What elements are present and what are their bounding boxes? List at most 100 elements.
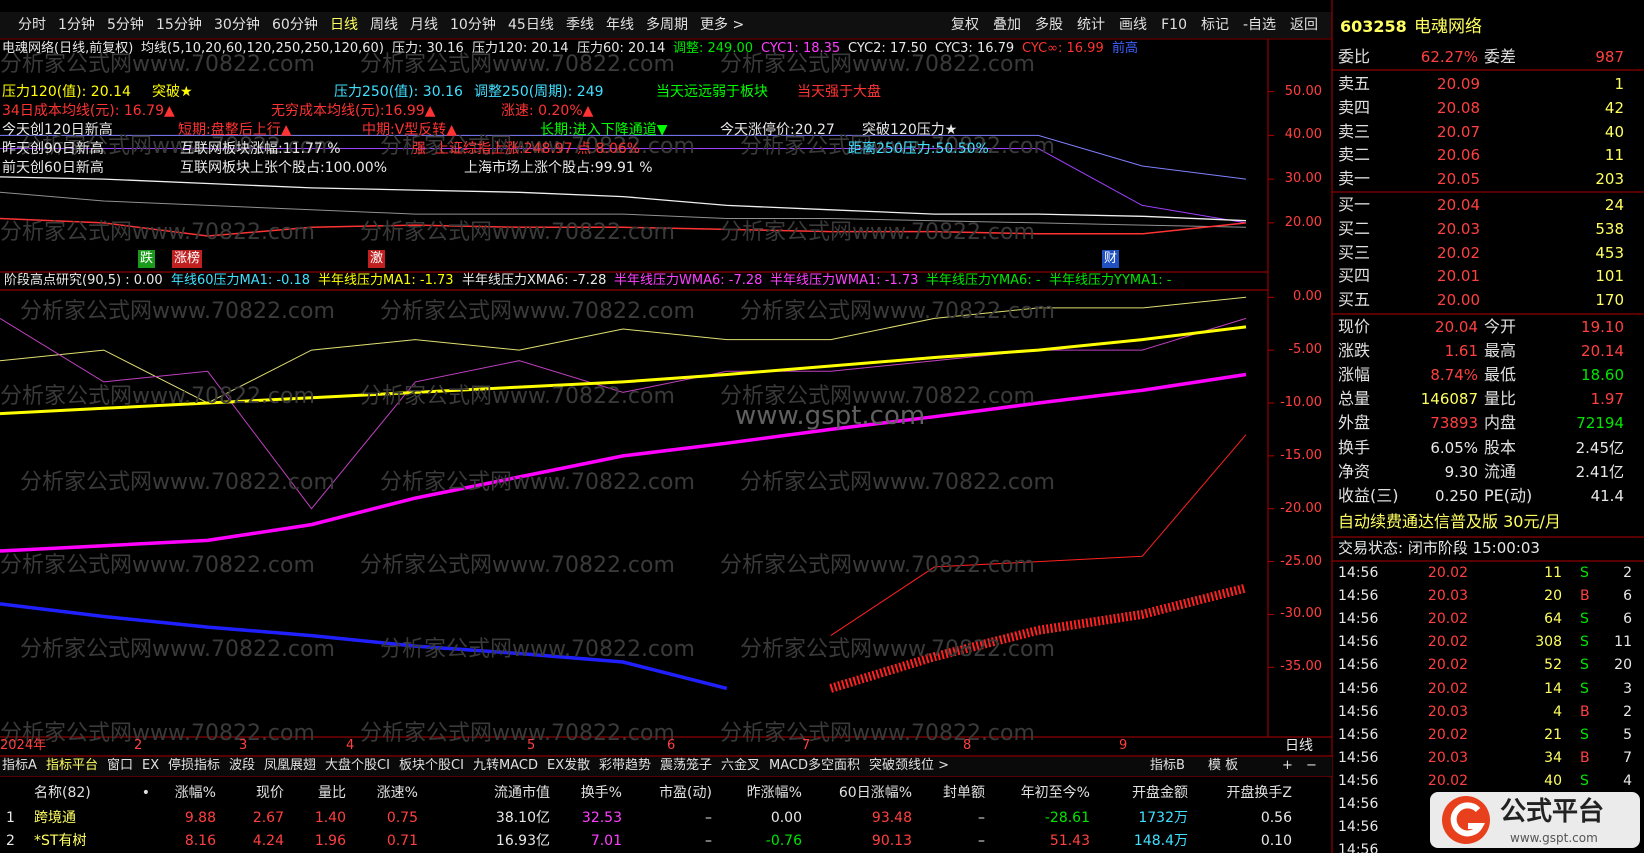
x-tick-label: 4 xyxy=(346,738,355,753)
watermark: 分析家公式网www.70822.com xyxy=(720,553,1035,579)
indicator-tab[interactable]: 六金叉 xyxy=(721,758,761,773)
period-button[interactable]: 多周期 xyxy=(646,17,688,33)
stock-name: 电魂网络 xyxy=(1414,17,1482,37)
trade-side: S xyxy=(1580,634,1589,651)
indicator-tab[interactable]: − xyxy=(1306,758,1317,773)
indicator-tab[interactable]: 凤凰展翅 xyxy=(264,758,317,773)
column-header[interactable]: 涨速% xyxy=(376,785,418,801)
column-header[interactable]: 流通市值 xyxy=(494,785,550,801)
trade-time: 14:56 xyxy=(1338,657,1379,674)
column-header[interactable]: 涨幅% xyxy=(174,785,216,801)
column-header[interactable]: 开盘换手Z xyxy=(1226,785,1292,801)
stock-name[interactable]: 跨境通 xyxy=(34,810,76,826)
indicator-tab[interactable]: + xyxy=(1282,758,1293,773)
indicator-tab[interactable]: 指标B xyxy=(1150,758,1185,773)
trade-side: B xyxy=(1580,749,1590,766)
annotation: 突破120压力★ xyxy=(862,122,958,138)
tool-button[interactable]: 画线 xyxy=(1119,17,1147,33)
tool-button[interactable]: 复权 xyxy=(951,17,979,33)
indicator-tab[interactable]: 模 板 xyxy=(1208,758,1239,773)
annotation: 互联网板块涨幅:11.77 % xyxy=(180,141,341,157)
annotation: 短期:盘整后上行▲ xyxy=(178,122,292,138)
indicator-tab[interactable]: 大盘个股CI xyxy=(325,758,390,773)
column-header[interactable]: 现价 xyxy=(256,785,284,801)
column-header[interactable]: 年初至今% xyxy=(1020,785,1090,801)
book-price: 20.00 xyxy=(1437,291,1480,310)
indicator-tab[interactable]: MACD多空面积 xyxy=(769,758,860,773)
period-button[interactable]: 45日线 xyxy=(508,17,554,33)
period-button[interactable]: 周线 xyxy=(370,17,398,33)
trade-volume: 52 xyxy=(1544,657,1562,674)
indicator-tab[interactable]: 彩带趋势 xyxy=(599,758,652,773)
annotation: 当天强于大盘 xyxy=(797,84,881,100)
indicator-tab[interactable]: 停损指标 xyxy=(168,758,221,773)
table-cell: 0.00 xyxy=(770,810,802,826)
trade-price: 20.03 xyxy=(1427,588,1468,605)
tool-button[interactable]: -自选 xyxy=(1242,17,1276,33)
column-header[interactable]: 名称(82) xyxy=(34,785,91,801)
period-button[interactable]: 季线 xyxy=(566,17,594,33)
trade-time: 14:56 xyxy=(1338,842,1379,853)
tool-button[interactable]: F10 xyxy=(1161,17,1187,33)
indicator-tab[interactable]: 指标A xyxy=(2,758,37,773)
field-label: 外盘 xyxy=(1338,413,1371,432)
field-label: 委差 xyxy=(1484,47,1517,66)
indicator-tab[interactable]: EX发散 xyxy=(547,758,591,773)
period-button[interactable]: 10分钟 xyxy=(450,17,496,33)
book-volume: 170 xyxy=(1595,291,1624,310)
indicator-tab[interactable]: 指标平台 xyxy=(46,758,99,773)
column-header[interactable]: • xyxy=(141,785,150,801)
indicator-tab[interactable]: 九转MACD xyxy=(473,758,538,773)
watermark: 分析家公式网www.70822.com xyxy=(740,133,1055,159)
column-header[interactable]: 换手% xyxy=(580,785,622,801)
indicator-tab[interactable]: 波段 xyxy=(229,758,256,773)
tool-button[interactable]: 返回 xyxy=(1290,17,1318,33)
column-header[interactable]: 开盘金额 xyxy=(1132,785,1188,801)
logo-url: www.gspt.com xyxy=(1510,831,1598,845)
watermark: 分析家公式网www.70822.com xyxy=(360,553,675,579)
column-header[interactable]: 封单额 xyxy=(943,785,985,801)
trade-price: 20.02 xyxy=(1427,634,1468,651)
trade-price: 20.02 xyxy=(1427,680,1468,697)
period-button[interactable]: 更多 > xyxy=(700,17,745,33)
tool-button[interactable]: 标记 xyxy=(1201,17,1229,33)
info-item: CYC3: 16.79 xyxy=(935,41,1015,56)
indicator-tab[interactable]: 震荡笼子 xyxy=(660,758,713,773)
trade-time: 14:56 xyxy=(1338,726,1379,743)
table-cell: 38.10亿 xyxy=(495,810,550,826)
field-label: 涨幅 xyxy=(1338,365,1371,384)
book-volume: 1 xyxy=(1614,75,1624,93)
period-button[interactable]: 月线 xyxy=(410,17,438,33)
indicator-tab[interactable]: 突破颈线位 > xyxy=(869,758,950,773)
period-button[interactable]: 30分钟 xyxy=(214,17,260,33)
column-header[interactable]: 昨涨幅% xyxy=(746,785,802,801)
period-button[interactable]: 1分钟 xyxy=(58,17,95,33)
trade-volume: 64 xyxy=(1544,611,1562,628)
table-cell: -0.76 xyxy=(765,833,802,849)
period-button[interactable]: 年线 xyxy=(606,17,634,33)
info-item: 压力: 30.16 xyxy=(392,41,464,56)
column-header[interactable]: 60日涨幅% xyxy=(838,785,912,801)
table-cell: 1732万 xyxy=(1138,810,1188,826)
stock-name[interactable]: *ST有树 xyxy=(34,833,87,849)
field-label: 股本 xyxy=(1484,438,1517,457)
table-cell: 2.67 xyxy=(252,810,284,826)
indicator-tab[interactable]: 板块个股CI xyxy=(399,758,464,773)
tool-button[interactable]: 统计 xyxy=(1077,17,1105,33)
period-button[interactable]: 日线 xyxy=(330,17,358,33)
period-button[interactable]: 15分钟 xyxy=(156,17,202,33)
period-button[interactable]: 分时 xyxy=(18,17,46,33)
annotation: 今天创120日新高 xyxy=(2,122,113,138)
watermark: 分析家公式网www.70822.com xyxy=(360,52,675,78)
period-button[interactable]: 5分钟 xyxy=(107,17,144,33)
tool-button[interactable]: 叠加 xyxy=(993,17,1021,33)
table-cell: 0.71 xyxy=(386,833,418,849)
indicator-tab[interactable]: EX xyxy=(142,758,160,773)
info-item: CYC∞: 16.99 xyxy=(1022,41,1104,56)
column-header[interactable]: 量比 xyxy=(318,785,346,801)
series-line xyxy=(0,372,1247,553)
indicator-tab[interactable]: 窗口 xyxy=(107,758,134,773)
tool-button[interactable]: 多股 xyxy=(1035,17,1063,33)
period-button[interactable]: 60分钟 xyxy=(272,17,318,33)
column-header[interactable]: 市盈(动) xyxy=(659,785,712,801)
